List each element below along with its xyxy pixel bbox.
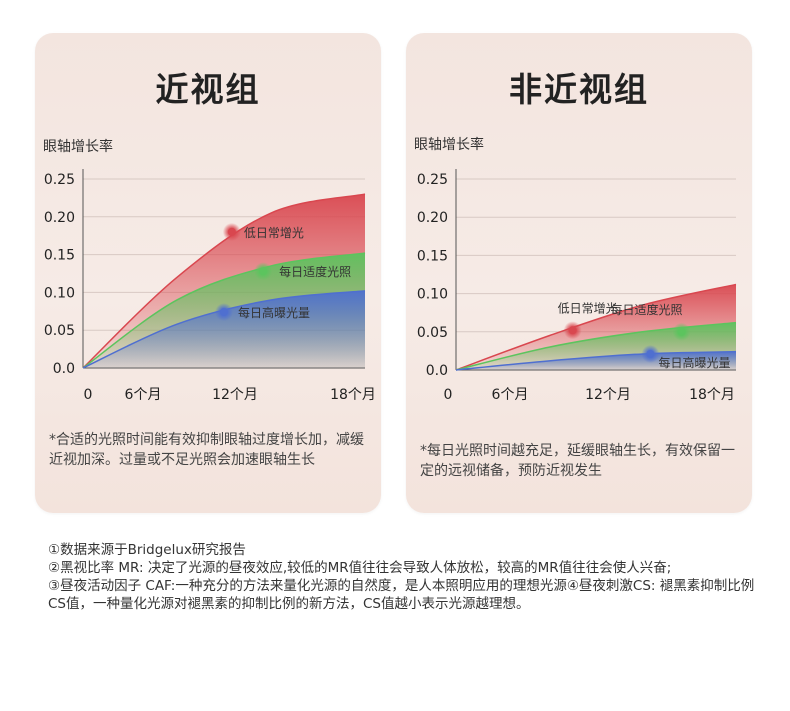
non-myopia-group-card: 非近视组 眼轴增长率 0.0 0.05 0.10 0.15 0.20 0.25 0 6个月 12个… (406, 33, 752, 513)
series-area (83, 290, 365, 368)
non-myopia-growth-chart: 眼轴增长率 0.0 0.05 0.10 0.15 0.20 0.25 0 6个月 12个月 18个月… (414, 136, 737, 403)
footnotes: ①数据来源于Bridgelux研究报告 ②黑视比率 MR: 决定了光源的昼夜效应… (48, 541, 763, 613)
x-tick-label: 18个月 (330, 387, 376, 403)
series-area (456, 351, 736, 370)
series-marker-core (677, 327, 686, 336)
y-tick-label: 0.20 (417, 210, 448, 226)
x-tick-label: 12个月 (212, 387, 258, 403)
series-line (82, 252, 366, 369)
panel-note: *每日光照时间越充足，延缓眼轴生长，有效保留一定的远视储备，预防近视发生 (420, 443, 735, 479)
y-axis-label: 眼轴增长率 (414, 136, 484, 153)
x-tick-label: 0 (84, 387, 93, 403)
y-tick-label: 0.10 (44, 285, 75, 301)
panel-note: *合适的光照时间能有效抑制眼轴过度增长加，减缓近视加深。过量或不足光照会加速眼轴… (49, 432, 364, 468)
x-tick-label: 18个月 (689, 387, 735, 403)
y-tick-label: 0.25 (44, 172, 75, 188)
series-label: 每日适度光照 (611, 302, 683, 317)
footnote-mr: ②黑视比率 MR: 决定了光源的昼夜效应,较低的MR值往往会导致人体放松，较高的… (48, 560, 672, 576)
series-line (455, 350, 737, 371)
series-line (82, 193, 366, 369)
y-tick-label: 0.10 (417, 287, 448, 303)
footnote-source: ①数据来源于Bridgelux研究报告 (48, 542, 246, 558)
x-tick-label: 12个月 (585, 387, 631, 403)
y-tick-label: 0.15 (417, 248, 448, 264)
footnote-caf-cs: ③昼夜活动因子 CAF:一种充分的方法来量化光源的自然度，是人本照明应用的理想光… (48, 578, 755, 612)
series-line (455, 283, 737, 371)
series-label: 每日高曝光量 (238, 305, 310, 320)
series-marker-core (227, 227, 236, 236)
y-tick-label: 0.25 (417, 172, 448, 188)
series-line (455, 321, 737, 371)
y-tick-label: 0.15 (44, 248, 75, 264)
series-label: 低日常增光 (244, 226, 304, 240)
panel-title: 非近视组 (509, 70, 649, 109)
series-label: 每日高曝光量 (658, 355, 730, 370)
myopia-growth-chart: 眼轴增长率 0.0 0.05 0.10 0.15 0.20 0.25 0 6个月 12个月 18个月… (43, 138, 376, 403)
series-marker-core (646, 349, 655, 358)
y-tick-label: 0.0 (53, 361, 75, 377)
y-tick-label: 0.20 (44, 210, 75, 226)
myopia-group-card: 近视组 眼轴增长率 0.0 0.05 0.10 0.15 0.20 0.25 0 6个月 12个月… (35, 33, 381, 513)
y-tick-label: 0.05 (44, 323, 75, 339)
x-tick-label: 6个月 (492, 387, 529, 403)
series-marker-core (259, 267, 268, 276)
x-tick-label: 6个月 (125, 387, 162, 403)
panel-title: 近视组 (155, 70, 261, 109)
series-marker-core (220, 308, 228, 317)
series-label: 低日常增光 (558, 301, 618, 315)
series-label: 每日适度光照 (279, 264, 351, 279)
y-axis-label: 眼轴增长率 (43, 138, 113, 155)
y-tick-label: 0.05 (417, 325, 448, 341)
x-tick-label: 0 (444, 387, 453, 403)
y-tick-label: 0.0 (426, 363, 448, 379)
series-marker-core (568, 326, 577, 335)
